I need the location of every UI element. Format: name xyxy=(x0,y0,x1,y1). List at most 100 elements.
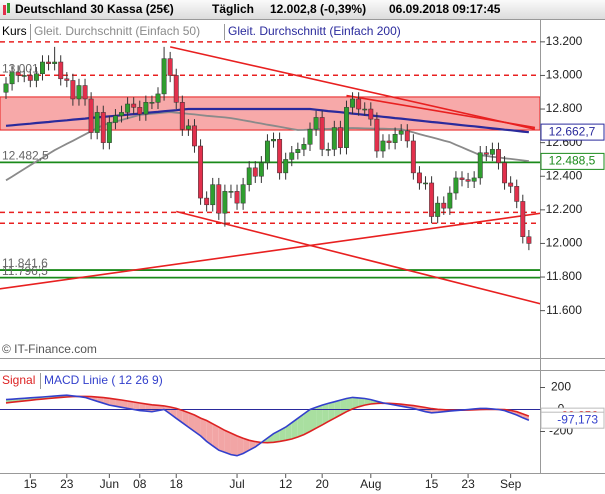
candle-body xyxy=(289,152,295,160)
x-tick-label: Jun xyxy=(100,477,119,491)
candle-body xyxy=(435,202,441,217)
macd-fill xyxy=(291,418,298,439)
macd-fill xyxy=(133,402,140,411)
candle-body xyxy=(173,75,179,103)
candle-body xyxy=(252,167,258,177)
price-marker xyxy=(540,152,605,170)
macd-fill xyxy=(109,398,116,407)
legend-entry: MACD Linie ( 12 26 9) xyxy=(44,373,163,387)
candle-body xyxy=(520,201,526,237)
candle-body xyxy=(465,179,471,182)
candle-body xyxy=(295,149,301,153)
candle-body xyxy=(52,61,58,64)
candle-body xyxy=(119,112,124,117)
x-tick-label: 23 xyxy=(60,477,74,491)
legend-bg xyxy=(0,373,182,389)
candle-body xyxy=(368,108,374,120)
candle-body xyxy=(137,107,143,115)
macd-fill xyxy=(194,415,201,436)
macd-fill xyxy=(218,427,225,453)
candle-body xyxy=(125,103,131,113)
price-marker-label: 12.488,5 xyxy=(549,154,596,168)
macd-fill xyxy=(243,438,250,454)
candle-body xyxy=(143,102,149,115)
macd-fill xyxy=(340,398,347,415)
candle-body xyxy=(112,115,118,123)
candle-body xyxy=(410,140,416,174)
y-tick-label: 12.400 xyxy=(546,168,583,182)
y-tick-label: 12.000 xyxy=(546,236,583,250)
candle-body xyxy=(179,102,185,130)
candle-body xyxy=(514,186,520,202)
x-tick-label: 20 xyxy=(315,477,329,491)
candle-body xyxy=(386,140,392,143)
candle-body xyxy=(459,177,465,180)
macd-marker xyxy=(540,411,605,429)
candle-body xyxy=(192,125,197,147)
candle-body xyxy=(258,162,264,177)
candle-body xyxy=(301,144,307,150)
candle-body xyxy=(76,85,82,100)
candle-body xyxy=(331,127,337,150)
macd-fill xyxy=(316,405,323,429)
macd-fill xyxy=(285,422,292,441)
candle-body xyxy=(167,58,173,76)
candle-body xyxy=(228,191,234,193)
price-marker xyxy=(540,123,605,141)
legend-entry: Signal xyxy=(2,373,35,387)
datetime: 06.09.2018 09:17:45 xyxy=(389,2,501,16)
candle-body xyxy=(94,112,100,133)
candle-body xyxy=(106,122,112,143)
x-tick-label: 15 xyxy=(425,477,439,491)
candle-body xyxy=(277,139,283,174)
candle-body xyxy=(240,184,246,204)
candle-body xyxy=(204,197,210,206)
candle-body xyxy=(88,98,94,133)
macd-fill xyxy=(230,433,238,456)
candle-body xyxy=(271,139,276,142)
candle-body xyxy=(344,107,349,148)
level-label: 12.482,5 xyxy=(2,149,49,163)
candle-body xyxy=(483,152,489,155)
candle-body xyxy=(526,236,532,244)
logo xyxy=(3,5,6,15)
watermark: © IT-Finance.com xyxy=(2,342,97,356)
candle-body xyxy=(441,202,447,209)
candle-body xyxy=(264,140,270,164)
macd-plot xyxy=(0,394,540,457)
candle-body xyxy=(70,80,76,100)
candle-body xyxy=(40,61,45,75)
candle-body xyxy=(374,118,380,152)
macd-fill xyxy=(200,418,207,442)
candle-body xyxy=(313,117,319,130)
macd-fill xyxy=(224,430,231,455)
candle-body xyxy=(33,73,39,81)
overlay: 13.001 12.482,5 11.841,611.796,5 11.600 11.8… xyxy=(0,24,605,491)
macd-fill xyxy=(267,433,274,443)
candle-body xyxy=(216,184,222,214)
candle-body xyxy=(423,182,428,185)
candle-body xyxy=(471,177,477,182)
candle-body xyxy=(234,191,240,204)
candle-body xyxy=(58,61,64,80)
macd-fill xyxy=(358,397,365,407)
y-tick-label: 11.800 xyxy=(546,269,582,283)
macd-fill xyxy=(364,398,371,406)
price-plot xyxy=(0,41,540,305)
macd-fill xyxy=(522,413,529,421)
title: Deutschland 30 Kassa (25€) xyxy=(15,2,174,16)
macd-fill xyxy=(328,401,335,422)
macd-fill xyxy=(297,413,304,437)
macd-fill xyxy=(206,420,213,446)
last-price: 12.002,8 (-0,39%) xyxy=(270,2,366,16)
y-tick-label: 12.200 xyxy=(546,202,583,216)
macd-line xyxy=(5,395,530,444)
candle-body xyxy=(362,108,368,111)
candle-body xyxy=(3,83,9,93)
candle-body xyxy=(246,167,252,185)
trend-line xyxy=(176,210,540,305)
macd-fill xyxy=(115,399,122,408)
candle-body xyxy=(222,191,228,214)
candle-body xyxy=(283,159,289,174)
